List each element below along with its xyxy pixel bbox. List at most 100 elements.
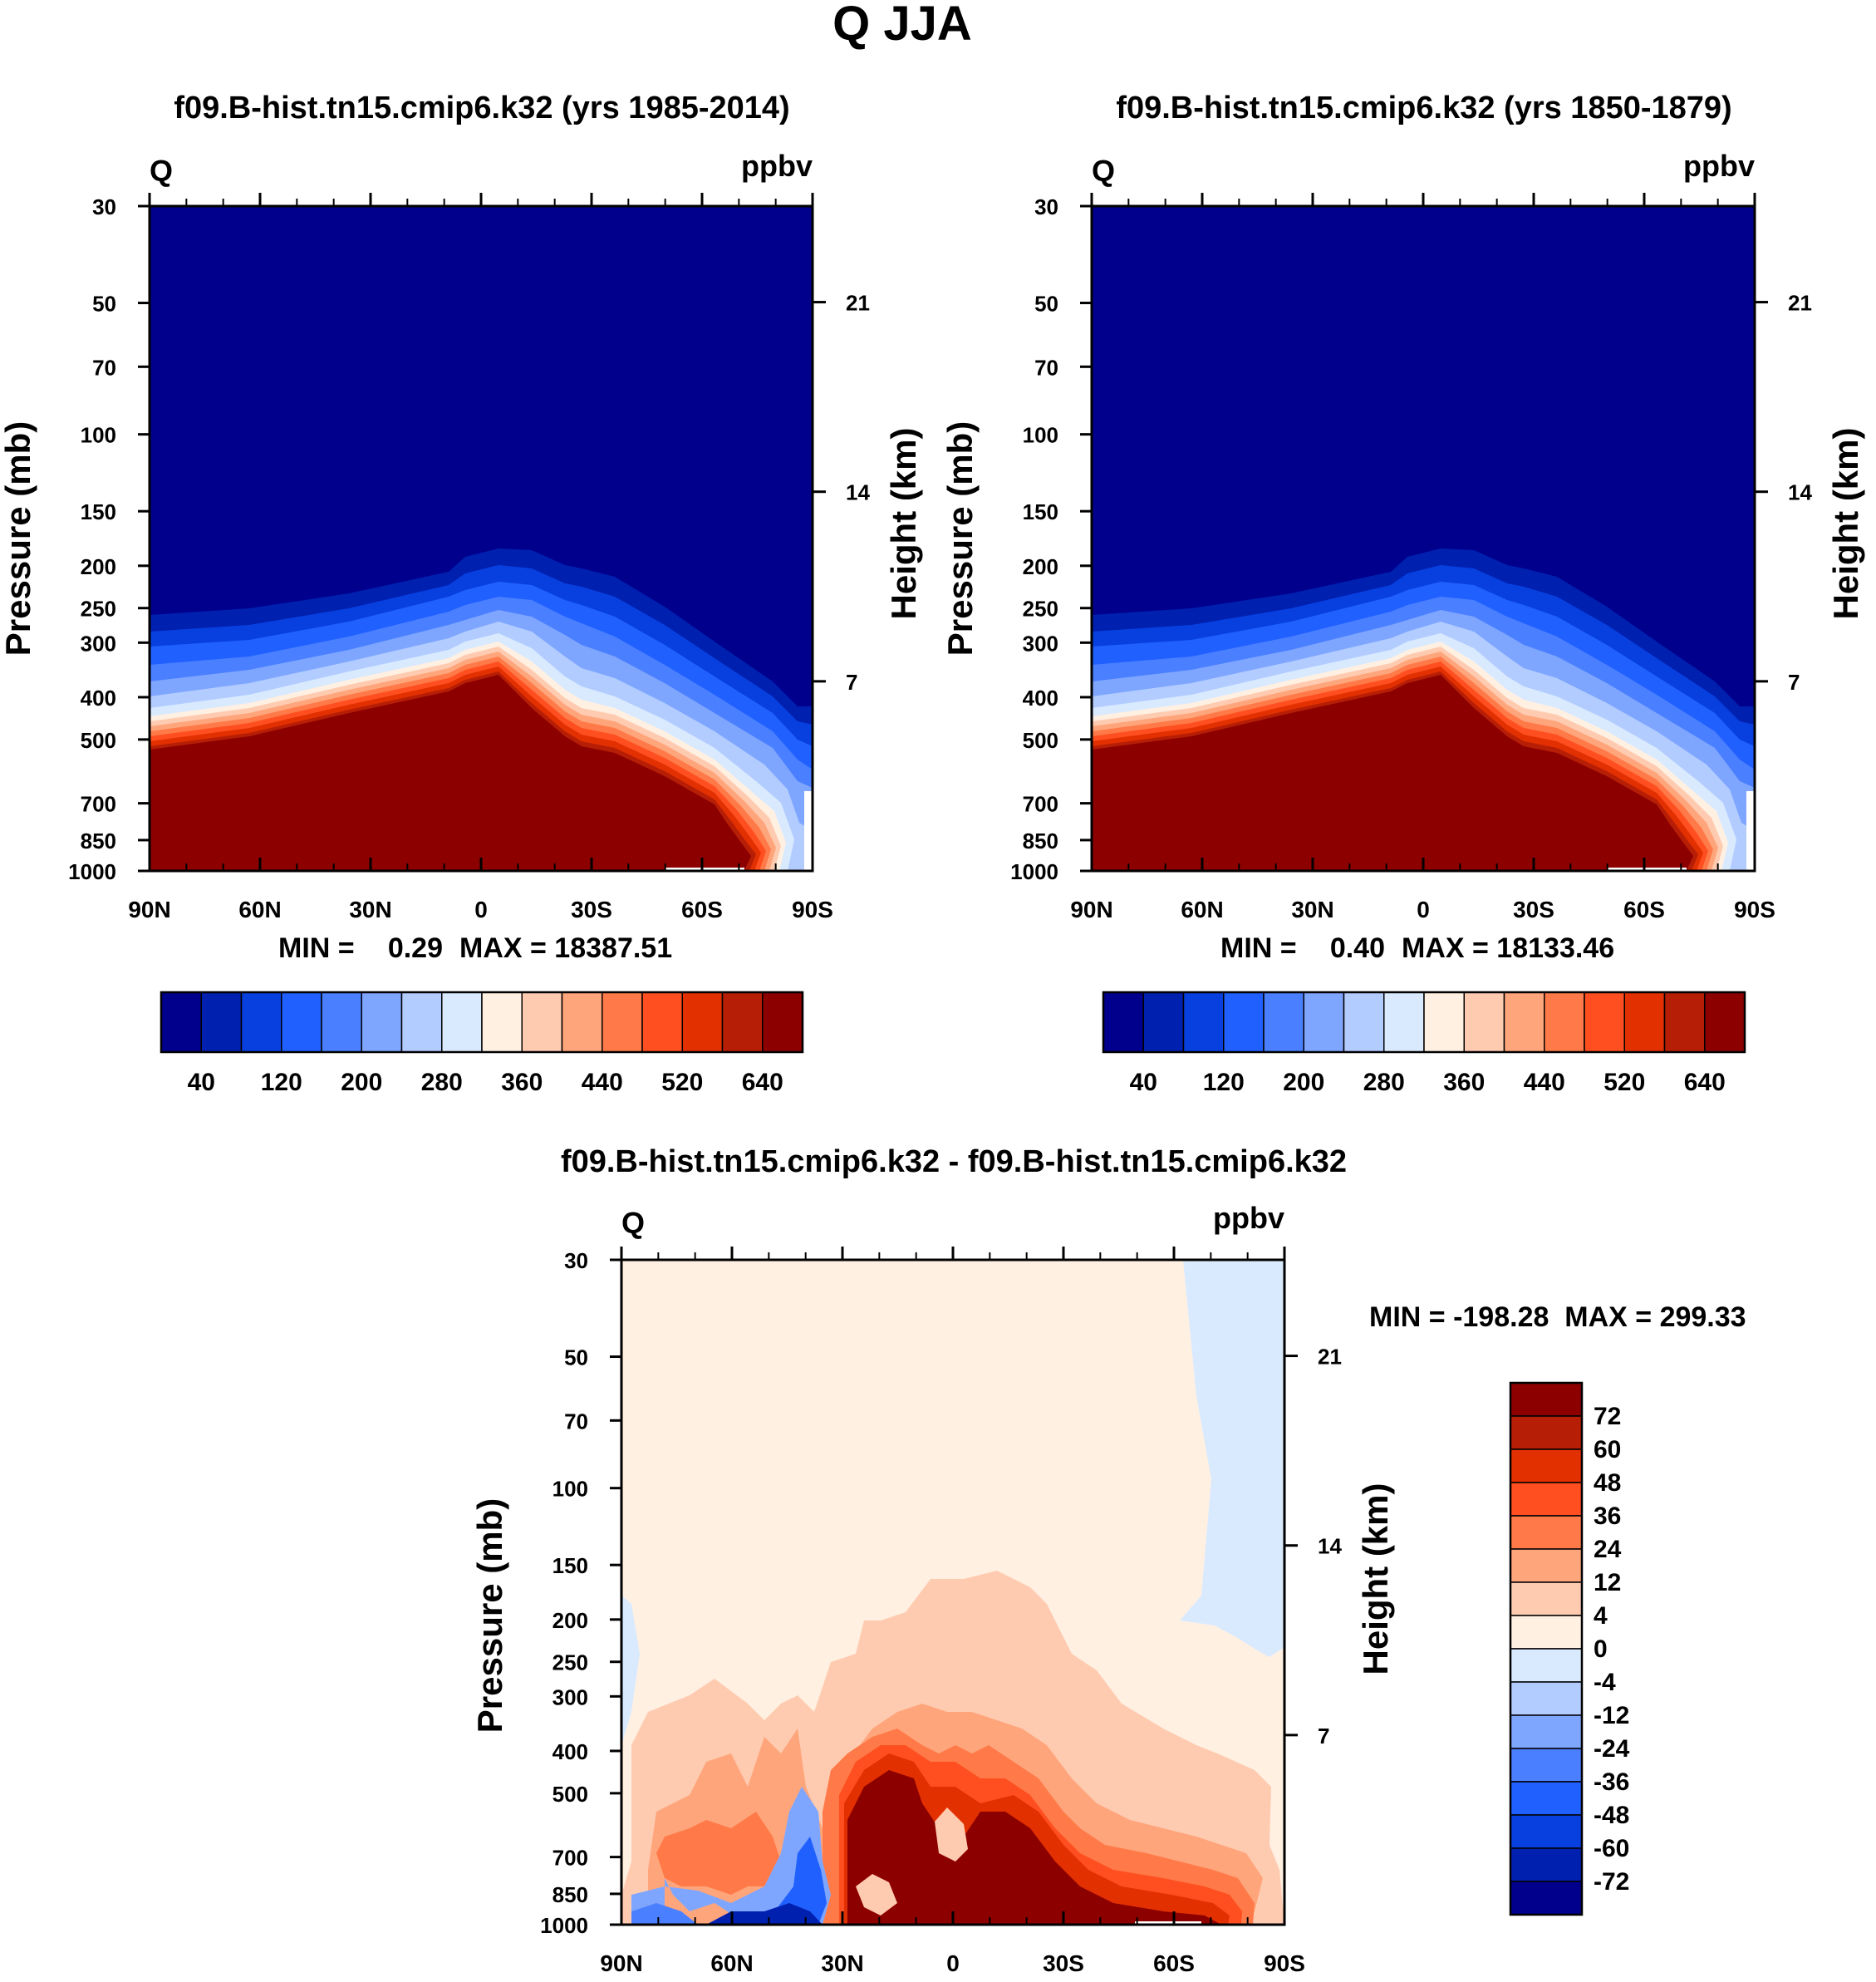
height-tick-label: 7 — [1318, 1724, 1329, 1748]
colorbar-label: -48 — [1594, 1802, 1629, 1829]
colorbar-label: 640 — [742, 1069, 783, 1096]
colorbar-frame — [1102, 991, 1746, 1054]
colorbar — [1102, 991, 1746, 1054]
y-tick-label: 400 — [81, 686, 116, 711]
colorbar-swatch — [1510, 1615, 1583, 1650]
y-tick-label: 700 — [81, 792, 116, 817]
colorbar-swatch — [561, 991, 603, 1053]
x-tick-label: 90S — [1264, 1950, 1305, 1976]
y-tick-label: 400 — [1023, 686, 1058, 711]
colorbar-swatch — [1142, 991, 1185, 1053]
x-tick-label: 90S — [1734, 897, 1775, 922]
colorbar-label: 200 — [1283, 1069, 1324, 1096]
colorbar-swatch — [1544, 991, 1585, 1053]
units-label: ppbv — [741, 149, 813, 183]
colorbar-swatch — [1343, 991, 1385, 1053]
y-tick-label: 1000 — [68, 859, 116, 884]
colorbar-swatch — [1463, 991, 1505, 1053]
x-tick-label: 90S — [792, 897, 833, 922]
colorbar-label: 360 — [501, 1069, 543, 1096]
colorbar-swatch — [1510, 1482, 1583, 1517]
colorbar-swatch — [1510, 1781, 1583, 1816]
colorbar-swatch — [681, 991, 724, 1053]
figure-title: Q JJA — [832, 0, 972, 51]
colorbar-swatch — [521, 991, 563, 1053]
x-tick-label: 90N — [128, 897, 170, 922]
colorbar-label: 4 — [1594, 1602, 1608, 1630]
colorbar-swatch — [1510, 1881, 1583, 1916]
colorbar-swatch — [1503, 991, 1545, 1053]
colorbar-swatch — [240, 991, 282, 1053]
colorbar-label: 72 — [1594, 1403, 1621, 1430]
height-tick-label: 7 — [846, 670, 857, 695]
colorbar-swatch — [1510, 1681, 1583, 1716]
units-label: ppbv — [1213, 1201, 1284, 1235]
x-tick-label: 60N — [710, 1950, 753, 1976]
panel-1985-2014: f09.B-hist.tn15.cmip6.k32 (yrs 1985-2014… — [0, 91, 923, 1096]
panel-title: f09.B-hist.tn15.cmip6.k32 (yrs 1985-2014… — [174, 91, 789, 125]
y-tick-label: 500 — [1023, 728, 1058, 753]
y-tick-label: 50 — [564, 1345, 588, 1370]
min-value: 0.40 — [1330, 932, 1385, 964]
height-ticks: 21 14 7 — [813, 291, 870, 695]
y-tick-label: 1000 — [1010, 859, 1058, 884]
x-tick-label: 90N — [600, 1950, 642, 1976]
colorbar-label: 60 — [1594, 1436, 1621, 1463]
colorbar-label: 200 — [341, 1069, 382, 1096]
min-label: MIN = — [1220, 932, 1297, 964]
colorbar-label: -24 — [1594, 1735, 1630, 1763]
x-tick-label: 0 — [474, 897, 488, 922]
panel-1850-1879: f09.B-hist.tn15.cmip6.k32 (yrs 1850-1879… — [940, 91, 1865, 1096]
panel-title: f09.B-hist.tn15.cmip6.k32 (yrs 1850-1879… — [1116, 91, 1731, 125]
colorbar-label: 440 — [1524, 1069, 1565, 1096]
colorbar-swatch — [200, 991, 243, 1053]
y-tick-label: 150 — [81, 499, 116, 524]
y-axis-label: Pressure (mb) — [470, 1498, 509, 1733]
colorbar-swatch — [441, 991, 483, 1053]
colorbar-swatch — [1510, 1847, 1583, 1882]
colorbar-label: 40 — [188, 1069, 215, 1096]
height-tick-label: 7 — [1788, 670, 1800, 695]
x-ticks: 90N 60N 30N 0 30S 60S 90S — [1070, 193, 1775, 922]
plot-field — [621, 1260, 1284, 1925]
colorbar-label: 48 — [1594, 1469, 1621, 1497]
colorbar-swatch — [1510, 1382, 1583, 1417]
colorbar-swatch — [1263, 991, 1304, 1053]
colorbar-swatch — [160, 991, 202, 1053]
colorbar-swatch — [1103, 991, 1144, 1053]
y-tick-label: 200 — [552, 1608, 588, 1633]
x-tick-label: 30S — [1513, 897, 1554, 922]
max-label: MAX = 18387.51 — [459, 932, 672, 964]
y-tick-label: 850 — [1023, 829, 1058, 853]
y-tick-label: 300 — [1023, 631, 1058, 656]
y-ticks: 30 50 70 100 150 200 250 300 400 500 700 850 1000 — [68, 194, 150, 884]
y-tick-label: 70 — [1034, 355, 1058, 380]
x-tick-label: 30N — [821, 1950, 863, 1976]
y-tick-label: 250 — [81, 597, 116, 622]
y-tick-label: 70 — [564, 1409, 588, 1434]
height-ticks: 21 14 7 — [1284, 1345, 1342, 1748]
colorbar-swatch — [1303, 991, 1345, 1053]
colorbar-labels: 40 120 200 280 360 440 520 640 — [188, 1069, 783, 1096]
x-ticks: 90N 60N 30N 0 30S 60S 90S — [600, 1247, 1305, 1976]
y-ticks: 30 50 70 100 150 200 250 300 400 500 700 850 1000 — [540, 1248, 621, 1938]
colorbar-frame — [160, 991, 804, 1054]
x-ticks: 90N 60N 30N 0 30S 60S 90S — [128, 193, 833, 922]
x-tick-label: 30S — [571, 897, 612, 922]
y-tick-label: 400 — [552, 1739, 588, 1764]
y-tick-label: 700 — [552, 1846, 588, 1871]
colorbar-label: -36 — [1594, 1768, 1629, 1796]
colorbar-label: 36 — [1594, 1502, 1621, 1530]
colorbar-labels: 40 120 200 280 360 440 520 640 — [1130, 1069, 1726, 1096]
x-tick-label: 30N — [1291, 897, 1333, 922]
min-label: MIN = — [278, 932, 355, 964]
x-tick-label: 60S — [1623, 897, 1665, 922]
panel-title: f09.B-hist.tn15.cmip6.k32 - f09.B-hist.t… — [561, 1144, 1347, 1179]
plot-field — [1092, 206, 1755, 871]
colorbar-swatch — [1510, 1415, 1583, 1450]
colorbar-swatch — [762, 991, 803, 1053]
minmax-label: MIN = -198.28 MAX = 299.33 — [1369, 1301, 1746, 1333]
colorbar-swatch — [1510, 1448, 1583, 1483]
colorbar — [1509, 1381, 1584, 1916]
colorbar-swatch — [602, 991, 643, 1053]
